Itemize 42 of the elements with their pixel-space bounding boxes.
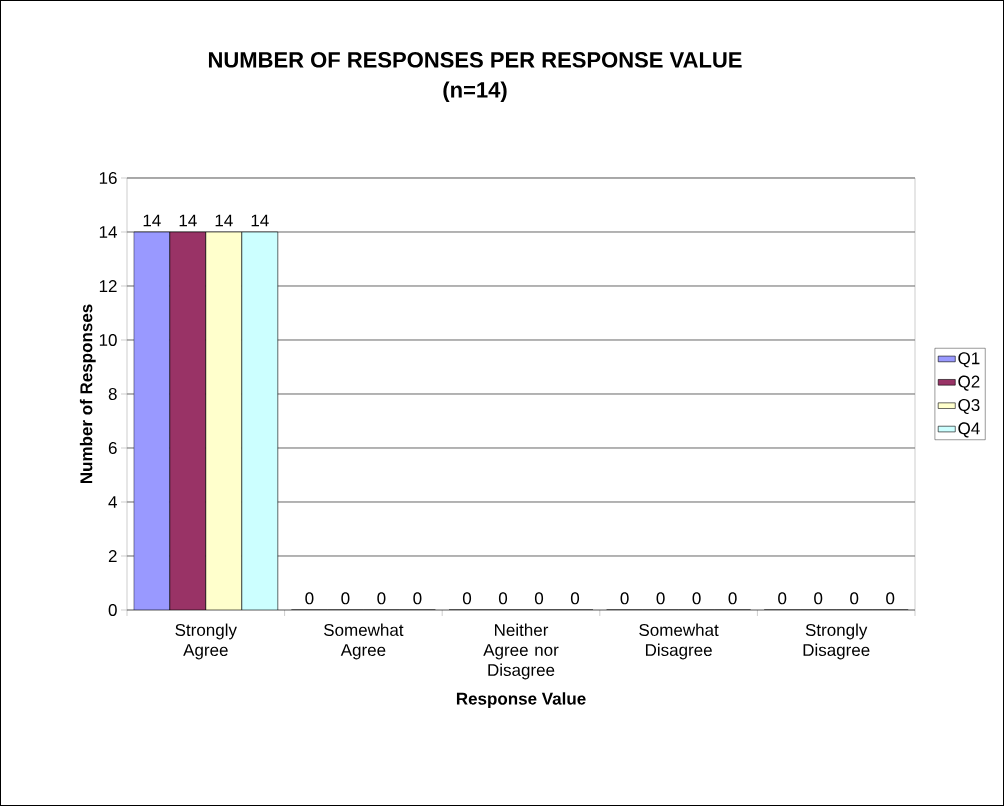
data-label: 0: [814, 592, 823, 605]
data-label: 0: [728, 592, 737, 605]
x-tick-label: Strongly Agree: [175, 623, 237, 660]
data-label: 14: [215, 214, 233, 227]
data-label: 0: [886, 592, 895, 605]
data-label: 14: [251, 214, 269, 227]
y-tick-label: 2: [108, 550, 117, 562]
x-tick-label: Somewhat Disagree: [639, 623, 719, 660]
data-label: 0: [305, 592, 314, 605]
data-label: 0: [534, 592, 544, 605]
y-tick-label: 12: [99, 280, 117, 292]
y-tick-label: 10: [99, 333, 117, 347]
y-tick-label: 14: [99, 226, 117, 238]
data-label: 14: [179, 214, 197, 227]
data-label: 0: [377, 592, 386, 605]
y-tick-label: 8: [108, 387, 117, 401]
data-label: 0: [498, 592, 508, 605]
legend-label: Q4: [958, 422, 980, 438]
y-tick-label: 4: [108, 496, 117, 508]
x-axis-title: Response Value: [456, 692, 586, 709]
x-tick-label: Somewhat Agree: [324, 623, 404, 660]
legend-label: Q2: [958, 375, 980, 391]
chart-title: NUMBER OF RESPONSES PER RESPONSE VALUE: [208, 52, 742, 68]
y-tick-label: 0: [108, 603, 117, 617]
x-tick-label: Neither Agree nor Disagree: [483, 623, 559, 680]
data-label: 0: [341, 592, 350, 605]
y-tick-label: 16: [99, 171, 117, 185]
data-label: 0: [850, 592, 859, 605]
data-label: 14: [143, 214, 161, 227]
data-label: 0: [692, 592, 701, 605]
x-tick-label: Strongly Disagree: [803, 623, 870, 660]
chart-subtitle: (n=14): [443, 81, 507, 102]
legend-label: Q1: [958, 352, 980, 368]
data-label: 0: [570, 592, 580, 605]
data-label: 0: [778, 592, 787, 605]
data-label: 0: [656, 592, 665, 605]
data-label: 0: [462, 592, 472, 605]
data-label: 0: [413, 592, 422, 605]
y-tick-label: 6: [108, 441, 117, 455]
data-label: 0: [620, 592, 629, 605]
y-axis-title: Number of Responses: [79, 304, 96, 484]
legend-label: Q3: [958, 398, 980, 415]
